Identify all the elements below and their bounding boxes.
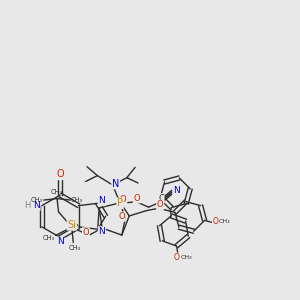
Text: CH₃: CH₃ bbox=[43, 235, 55, 241]
Text: N: N bbox=[173, 185, 180, 194]
Text: N: N bbox=[112, 178, 119, 189]
Text: O: O bbox=[157, 200, 164, 209]
Text: O: O bbox=[174, 253, 180, 262]
Text: CH₃: CH₃ bbox=[218, 219, 230, 224]
Text: CH₃: CH₃ bbox=[69, 245, 81, 251]
Text: O: O bbox=[82, 228, 89, 237]
Text: Si: Si bbox=[67, 220, 76, 230]
Text: P: P bbox=[117, 198, 123, 208]
Text: N: N bbox=[98, 227, 105, 236]
Text: CH₃: CH₃ bbox=[71, 197, 83, 203]
Text: C: C bbox=[158, 194, 164, 203]
Text: CH₃: CH₃ bbox=[51, 189, 63, 195]
Text: N: N bbox=[33, 201, 40, 210]
Text: O: O bbox=[56, 169, 64, 179]
Text: N: N bbox=[57, 237, 64, 246]
Text: H: H bbox=[25, 201, 31, 210]
Text: CH₃: CH₃ bbox=[31, 197, 43, 203]
Text: O: O bbox=[212, 217, 218, 226]
Text: O: O bbox=[134, 194, 140, 203]
Text: CH₃: CH₃ bbox=[181, 255, 192, 260]
Text: O: O bbox=[120, 195, 127, 204]
Text: O: O bbox=[118, 212, 125, 221]
Text: N: N bbox=[98, 196, 105, 206]
